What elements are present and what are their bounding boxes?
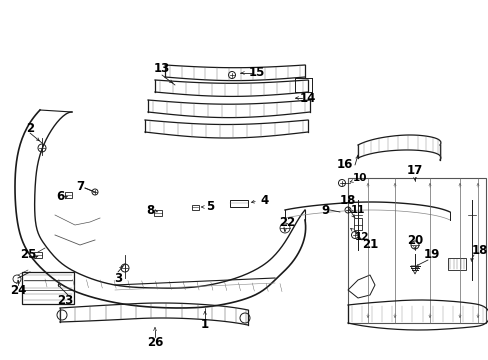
Text: 2: 2 xyxy=(26,122,34,135)
Text: 12: 12 xyxy=(354,232,368,242)
Text: 24: 24 xyxy=(10,284,26,297)
Bar xyxy=(353,218,361,230)
Bar xyxy=(447,258,465,270)
Text: 6: 6 xyxy=(56,190,64,203)
Bar xyxy=(22,272,74,304)
Text: 20: 20 xyxy=(406,234,422,247)
Text: 25: 25 xyxy=(20,248,36,261)
Text: 26: 26 xyxy=(146,336,163,348)
Text: 11: 11 xyxy=(350,205,365,215)
Text: 5: 5 xyxy=(205,199,214,212)
Text: 1: 1 xyxy=(201,319,209,332)
Text: 16: 16 xyxy=(336,158,352,171)
Text: 19: 19 xyxy=(423,248,439,261)
Bar xyxy=(347,178,485,323)
Bar xyxy=(192,205,199,210)
Bar xyxy=(65,192,72,198)
Text: 13: 13 xyxy=(154,62,170,75)
Bar xyxy=(229,200,247,207)
Text: 23: 23 xyxy=(57,293,73,306)
Text: 18: 18 xyxy=(471,243,487,256)
Text: 3: 3 xyxy=(114,271,122,284)
Text: 10: 10 xyxy=(352,173,366,183)
Text: 4: 4 xyxy=(260,194,268,207)
Text: 22: 22 xyxy=(278,216,295,229)
Text: 8: 8 xyxy=(145,203,154,216)
Text: 17: 17 xyxy=(406,163,422,176)
Text: 14: 14 xyxy=(299,91,316,104)
Bar xyxy=(34,252,42,258)
Text: 21: 21 xyxy=(361,238,377,252)
Text: 7: 7 xyxy=(76,180,84,193)
Bar xyxy=(154,210,162,216)
Text: 18: 18 xyxy=(339,194,355,207)
Text: 9: 9 xyxy=(320,203,328,216)
Text: 15: 15 xyxy=(248,67,264,80)
